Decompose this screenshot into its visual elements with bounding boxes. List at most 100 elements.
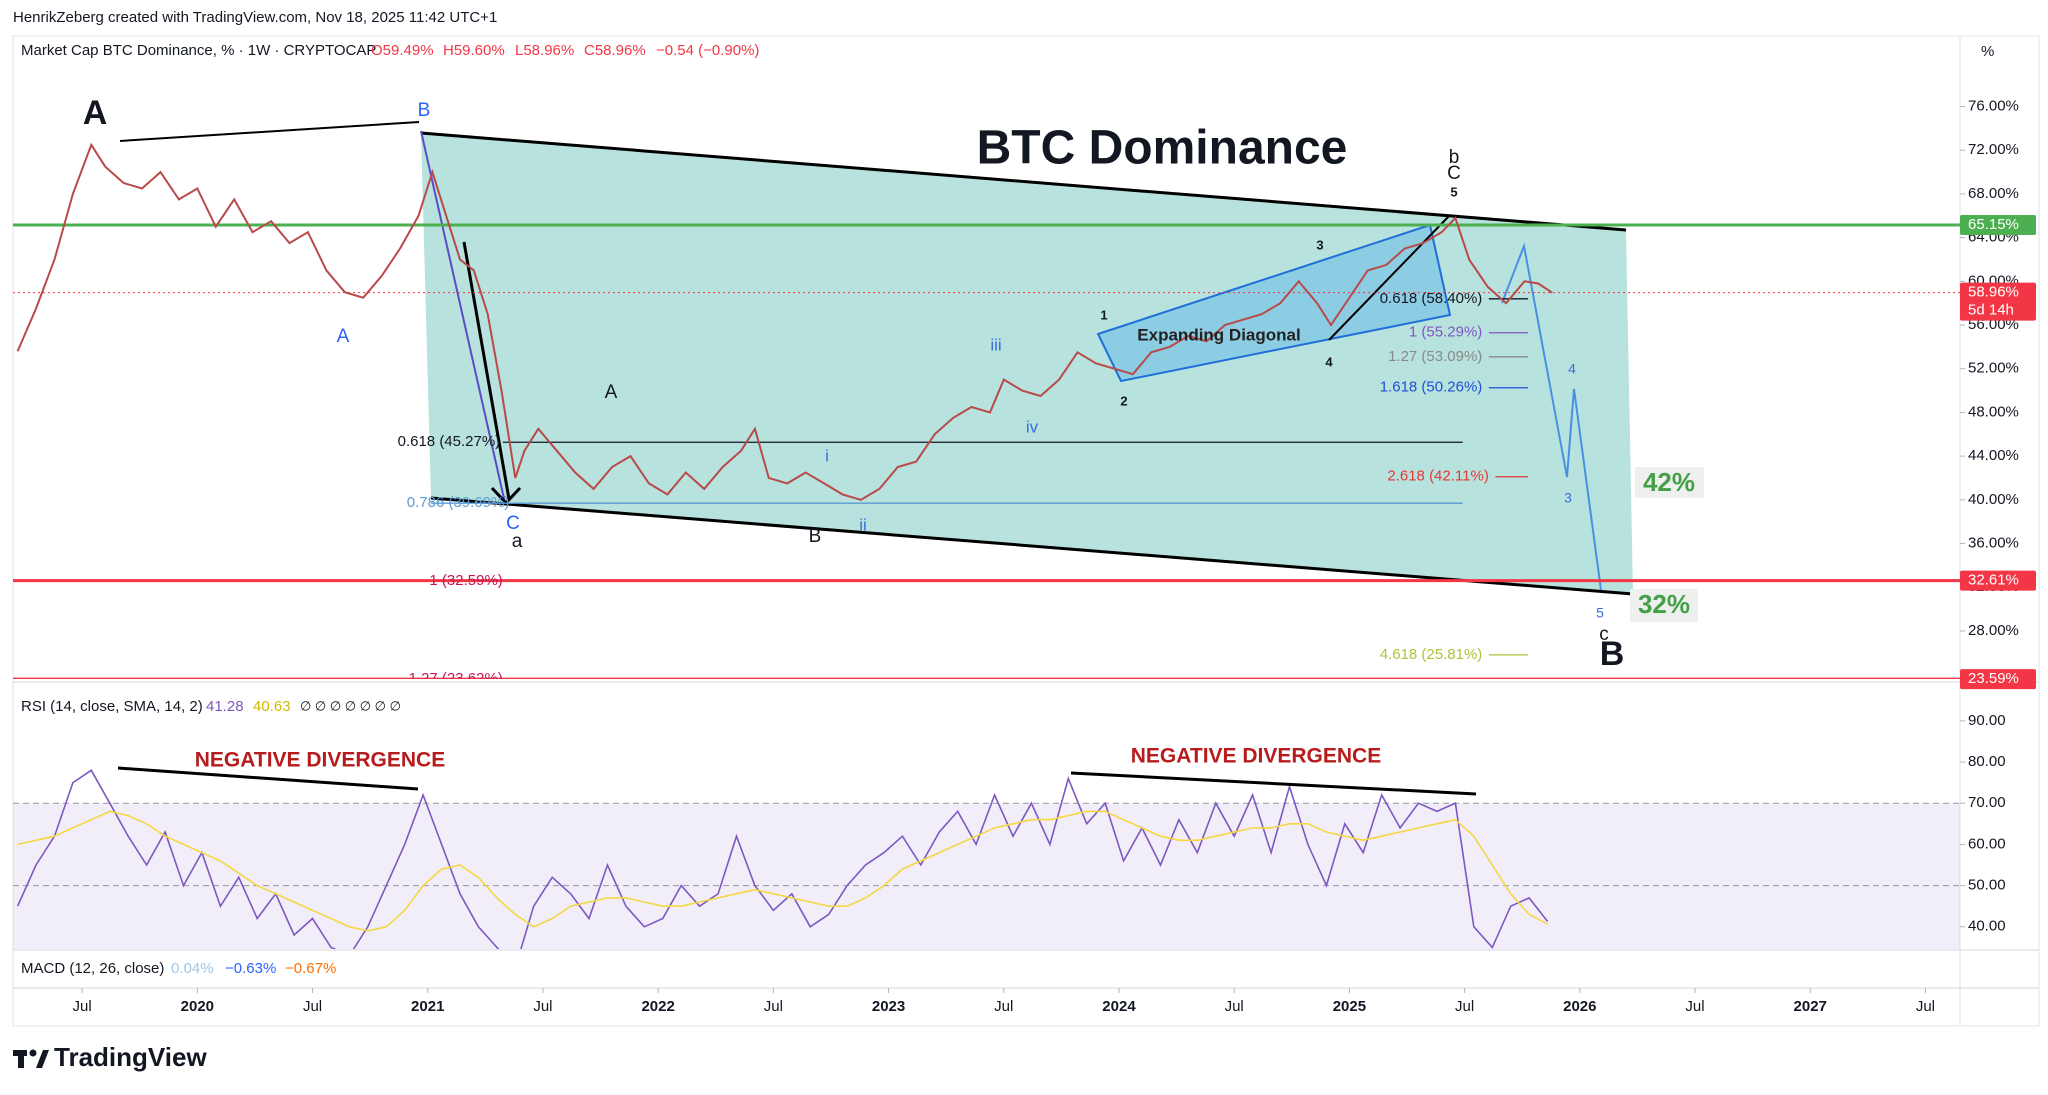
wave-line	[462, 241, 511, 500]
trend-line	[119, 121, 420, 142]
fib-label: 2.618 (42.11%)	[1387, 468, 1488, 485]
unit: %	[1981, 43, 1994, 60]
wave-label: 5	[1596, 605, 1604, 621]
x-tick-label: Jul	[1916, 998, 1935, 1015]
y-tick-label: 40.00	[1968, 918, 2006, 935]
ohlc: O59.49%	[371, 42, 434, 59]
rsi-extras: ∅ ∅ ∅ ∅ ∅ ∅ ∅	[300, 698, 401, 713]
wave-label: a	[512, 531, 523, 552]
ohlc: C58.96%	[584, 42, 646, 59]
target-label: 42%	[1643, 467, 1695, 497]
label-box	[1635, 467, 1704, 498]
x-tick-label: Jul	[994, 998, 1013, 1015]
x-tick-label: 2023	[872, 998, 905, 1015]
channel-top	[420, 131, 1627, 232]
macd-signal: −0.63%	[225, 960, 276, 977]
fib-label: 0.786 (39.69%)	[407, 494, 510, 511]
series-line	[16, 142, 1553, 501]
wave-label: 4	[1325, 354, 1333, 369]
fib-label: 0.618 (45.27%)	[398, 433, 501, 450]
last-price-label: 58.96%	[1968, 284, 2019, 301]
logo-mark	[36, 1050, 49, 1068]
series-line	[16, 769, 1549, 949]
price-tag	[1960, 570, 2036, 591]
wave-label: b	[1449, 147, 1460, 168]
fib-label: 0.618 (58.40%)	[1380, 290, 1483, 307]
rsi-sma: 40.63	[253, 698, 291, 715]
x-tick-label: Jul	[73, 998, 92, 1015]
last-price-tag	[1960, 282, 2036, 321]
logo-text: TradingView	[54, 1042, 207, 1072]
rsi-value: 41.28	[206, 698, 244, 715]
y-tick-label: 72.00%	[1968, 141, 2019, 158]
series-line	[17, 810, 1548, 932]
y-tick-label: 60.00	[1968, 835, 2006, 852]
x-tick-label: 2025	[1333, 998, 1366, 1015]
wave-label: 3	[1316, 237, 1323, 252]
fib-label: 4.618 (25.81%)	[1380, 646, 1483, 663]
price-tag	[1960, 215, 2036, 236]
y-tick-label: 44.00%	[1968, 447, 2019, 464]
x-tick-label: Jul	[1455, 998, 1474, 1015]
divergence-label: NEGATIVE DIVERGENCE	[1131, 745, 1381, 768]
wave-label: 5	[1450, 184, 1457, 199]
price-tag-label: 65.15%	[1968, 216, 2019, 233]
chart-title: BTC Dominance	[977, 122, 1348, 175]
wave-label: 3	[1564, 490, 1572, 506]
fib-label: 1 (32.59%)	[429, 572, 502, 589]
drawings	[119, 121, 1634, 596]
countdown: 5d 14h	[1968, 302, 2014, 319]
channel-fill	[421, 133, 1633, 594]
ohlc: L58.96%	[515, 42, 574, 59]
symbol: Market Cap BTC Dominance, % · 1W · CRYPT…	[21, 42, 376, 59]
channel-bottom	[430, 496, 1634, 596]
wave-label: 2	[1120, 393, 1127, 408]
rsi-band	[13, 803, 1960, 949]
wave-line	[420, 130, 506, 504]
wave-label: B	[809, 526, 822, 547]
x-tick-label: Jul	[1225, 998, 1244, 1015]
price-tag-label: 32.61%	[1968, 572, 2019, 589]
wave-label: i	[825, 446, 829, 465]
wave-label: A	[605, 382, 618, 403]
wave-label: C	[1447, 163, 1461, 184]
x-tick-label: 2022	[641, 998, 674, 1015]
wave-label: A	[337, 326, 350, 347]
price-tag-label: 23.59%	[1968, 670, 2019, 687]
y-tick-label: 68.00%	[1968, 185, 2019, 202]
y-tick-label: 76.00%	[1968, 97, 2019, 114]
x-tick-label: 2020	[181, 998, 214, 1015]
ohlc: H59.60%	[443, 42, 505, 59]
fib-label: 1.618 (50.26%)	[1380, 379, 1483, 396]
fib-label: 1.27 (23.62%)	[409, 670, 503, 687]
macd-legend: MACD (12, 26, close)	[21, 960, 164, 977]
price-tag	[1960, 669, 2036, 690]
y-tick-label: 52.00%	[1968, 360, 2019, 377]
annotations: A B A C a A B i ii iii iv 1 2 3 4 b C 5 …	[83, 94, 1704, 796]
projection	[1501, 242, 1602, 591]
x-tick-label: Jul	[303, 998, 322, 1015]
wave-label: B	[1600, 635, 1625, 673]
x-tick-label: Jul	[764, 998, 783, 1015]
wave-label: C	[506, 513, 520, 534]
y-tick-label: 80.00	[1968, 753, 2006, 770]
price-pane: 0.618 (45.27%) 0.786 (39.69%) 1 (32.59%) 1.…	[13, 142, 1960, 687]
wave-label: 4	[1568, 361, 1576, 377]
y-tick-label: 40.00%	[1968, 491, 2019, 508]
divergence-line	[117, 766, 419, 791]
wave-label: 1	[1100, 307, 1107, 322]
divergence-label: NEGATIVE DIVERGENCE	[195, 749, 445, 772]
rsi-pane	[13, 769, 1960, 949]
target-label: 32%	[1638, 589, 1690, 619]
macd-hist: −0.67%	[285, 960, 336, 977]
wave-label: iii	[990, 335, 1001, 354]
y-tick-label: 36.00%	[1968, 534, 2019, 551]
wave-label: c	[1599, 624, 1609, 645]
x-tick-label: Jul	[533, 998, 552, 1015]
fib-label: 1.27 (53.09%)	[1388, 348, 1482, 365]
x-tick-label: 2027	[1794, 998, 1827, 1015]
macd-value: 0.04%	[171, 960, 214, 977]
y-tick-label: 28.00%	[1968, 622, 2019, 639]
x-tick-label: 2024	[1102, 998, 1136, 1015]
